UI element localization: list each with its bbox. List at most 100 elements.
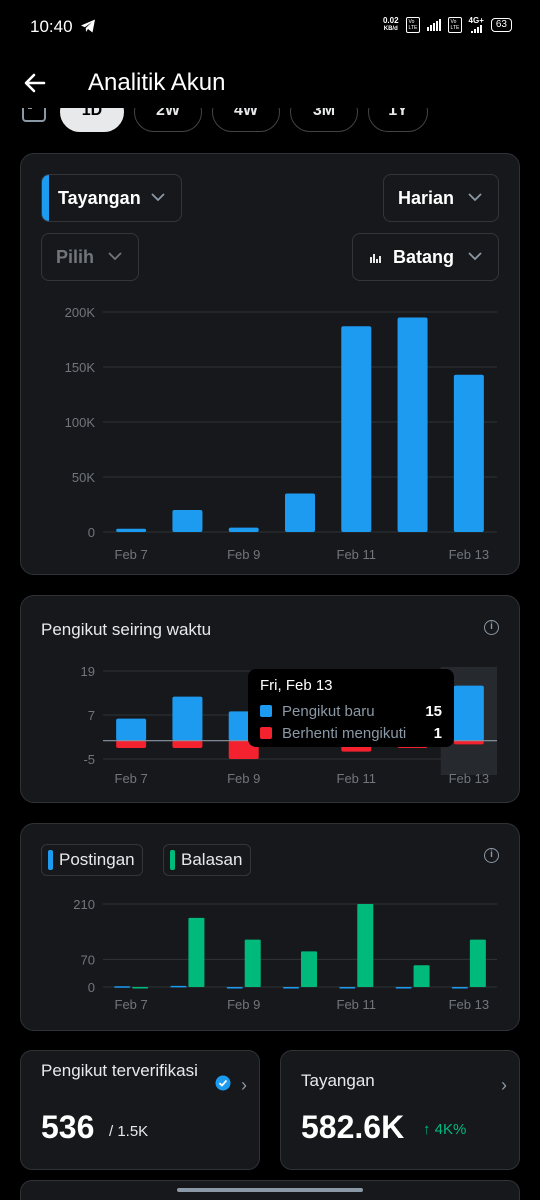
- chevron-down-icon: [151, 193, 165, 202]
- chart-tooltip: Fri, Feb 13 Pengikut baru 15 Berhenti me…: [248, 669, 454, 747]
- period-dropdown[interactable]: Harian: [383, 174, 499, 222]
- bar-posts: [451, 987, 468, 989]
- bar-new-followers: [172, 696, 203, 741]
- verified-followers-total: / 1.5K: [109, 1123, 149, 1140]
- bar-replies: [301, 951, 317, 987]
- impressions-growth: ↑ 4K%: [423, 1121, 467, 1138]
- legend-label-posts: Postingan: [59, 850, 135, 869]
- tooltip-value: 15: [425, 702, 442, 720]
- tooltip-row-new-followers: Pengikut baru 15: [260, 700, 442, 722]
- bar-chart-icon: [370, 254, 381, 263]
- y-tick-label: 50K: [72, 470, 95, 485]
- bar-posts: [226, 987, 243, 989]
- chevron-right-icon: ›: [241, 1075, 247, 1095]
- status-time: 10:40: [30, 17, 73, 36]
- tooltip-label: Pengikut baru: [282, 702, 375, 720]
- x-tick-label: Feb 11: [337, 997, 377, 1012]
- compare-dropdown[interactable]: Pilih: [41, 233, 139, 281]
- verified-followers-card[interactable]: Pengikut terverifikasi › 536 / 1.5K: [20, 1050, 260, 1170]
- tooltip-label: Berhenti mengikuti: [282, 724, 407, 742]
- chart-type-dropdown[interactable]: Batang: [352, 233, 499, 281]
- x-tick-label: Feb 7: [115, 997, 148, 1012]
- chart-type-dropdown-label: Batang: [393, 246, 455, 267]
- bar: [397, 317, 428, 532]
- legend-label-replies: Balasan: [181, 850, 243, 869]
- bar-replies: [469, 939, 486, 987]
- chevron-down-icon: [108, 252, 122, 261]
- tooltip-row-unfollowed: Berhenti mengikuti 1: [260, 722, 442, 744]
- chevron-right-icon: ›: [501, 1075, 507, 1095]
- app-header: Analitik Akun: [0, 56, 540, 108]
- range-tabs: 1D 2W 4W 3M 1Y: [0, 108, 540, 132]
- bar-replies: [357, 904, 374, 987]
- x-tick-label: Feb 13: [449, 997, 489, 1012]
- calendar-icon[interactable]: [22, 108, 46, 122]
- bar: [172, 510, 203, 532]
- arrow-left-icon[interactable]: [22, 70, 48, 96]
- bar-replies: [132, 987, 149, 989]
- y-tick-label: 210: [73, 897, 95, 912]
- legend-swatch-replies: [170, 850, 175, 870]
- bar-unfollowed: [172, 740, 203, 748]
- bar-replies: [244, 939, 261, 987]
- home-indicator[interactable]: [177, 1188, 363, 1192]
- info-icon[interactable]: i: [484, 620, 499, 635]
- range-tab-1d[interactable]: 1D: [60, 108, 124, 132]
- y-tick-label: 19: [81, 664, 95, 679]
- y-tick-label: 7: [88, 708, 95, 723]
- bar-replies: [413, 965, 430, 987]
- bar-posts: [283, 987, 299, 989]
- bar: [285, 493, 315, 532]
- metric-dropdown[interactable]: Tayangan: [41, 174, 182, 222]
- y-tick-label: 0: [88, 525, 95, 540]
- followers-chart-title: Pengikut seiring waktu: [41, 620, 212, 639]
- bar: [116, 528, 147, 532]
- compare-dropdown-label: Pilih: [56, 246, 95, 267]
- status-bar: 10:40 0.02 KB/d Vo LTE Vo LTE 4G+ 63: [0, 0, 540, 56]
- impressions-label: Tayangan: [301, 1071, 375, 1090]
- bar: [453, 374, 484, 532]
- x-tick-label: Feb 13: [449, 771, 489, 786]
- period-dropdown-label: Harian: [398, 187, 455, 208]
- tooltip-swatch-red: [260, 727, 272, 739]
- network-type: 4G+: [468, 16, 484, 25]
- range-tab-1y[interactable]: 1Y: [368, 108, 428, 132]
- impressions-card[interactable]: Tayangan › 582.6K ↑ 4K%: [280, 1050, 520, 1170]
- x-tick-label: Feb 11: [337, 547, 377, 562]
- legend-swatch-posts: [48, 850, 53, 870]
- bar-unfollowed: [453, 740, 484, 745]
- range-tab-2w[interactable]: 2W: [134, 108, 202, 132]
- legend-posts[interactable]: Postingan: [41, 844, 143, 876]
- bar-posts: [395, 987, 412, 989]
- x-tick-label: Feb 13: [449, 547, 489, 562]
- x-tick-label: Feb 11: [337, 771, 377, 786]
- y-tick-label: -5: [83, 752, 95, 767]
- bar-unfollowed: [116, 740, 147, 748]
- lte-signal: 4G+: [469, 17, 484, 33]
- net-speed-value: 0.02: [382, 16, 399, 25]
- bar-replies: [188, 917, 205, 987]
- range-tab-3m[interactable]: 3M: [290, 108, 358, 132]
- verified-followers-label: Pengikut terverifikasi: [41, 1061, 198, 1080]
- y-tick-label: 150K: [65, 360, 96, 375]
- legend-replies[interactable]: Balasan: [163, 844, 251, 876]
- impressions-value: 582.6K: [301, 1109, 405, 1145]
- bar-new-followers: [116, 718, 147, 741]
- y-tick-label: 70: [81, 952, 95, 967]
- y-tick-label: 0: [88, 980, 95, 995]
- y-tick-label: 100K: [65, 415, 96, 430]
- bar: [341, 326, 372, 532]
- range-tab-4w[interactable]: 4W: [212, 108, 280, 132]
- x-tick-label: Feb 9: [227, 771, 260, 786]
- bar-posts: [339, 987, 356, 989]
- bar: [228, 527, 259, 532]
- signal-icon: [426, 19, 441, 31]
- page-title: Analitik Akun: [88, 69, 226, 96]
- chevron-down-icon: [468, 193, 482, 202]
- info-icon[interactable]: i: [484, 848, 499, 863]
- tooltip-date: Fri, Feb 13: [260, 677, 333, 694]
- bar-posts: [114, 986, 131, 988]
- volte-badge-2: Vo LTE: [447, 17, 462, 33]
- tooltip-value: 1: [433, 724, 442, 742]
- net-speed: 0.02 KB/d: [383, 16, 399, 34]
